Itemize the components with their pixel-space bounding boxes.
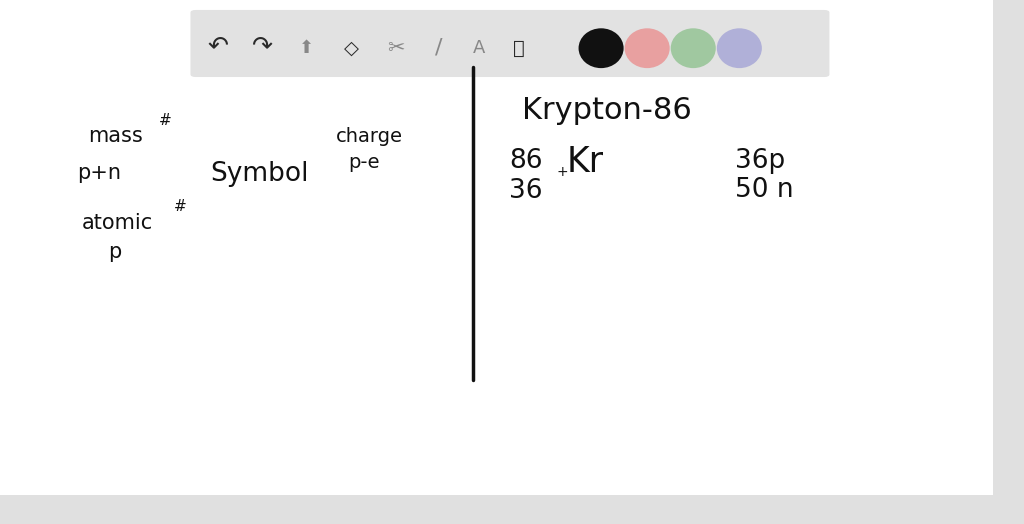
Text: 50 n: 50 n <box>735 177 794 203</box>
Text: p-e: p-e <box>348 153 380 172</box>
Text: mass: mass <box>88 126 142 146</box>
Text: Kr: Kr <box>566 146 603 179</box>
Bar <box>0 495 1024 524</box>
Text: Krypton-86: Krypton-86 <box>522 95 692 125</box>
Text: ◇: ◇ <box>344 39 358 58</box>
Text: ✂: ✂ <box>387 38 406 58</box>
Text: 36p: 36p <box>735 148 785 174</box>
Text: A: A <box>473 39 485 57</box>
Ellipse shape <box>717 28 762 68</box>
Text: ↶: ↶ <box>208 34 228 58</box>
Text: #: # <box>159 113 171 128</box>
FancyBboxPatch shape <box>190 10 829 77</box>
Text: charge: charge <box>336 127 402 146</box>
Text: 86: 86 <box>509 148 543 174</box>
Text: Symbol: Symbol <box>210 161 308 187</box>
Text: ⬆: ⬆ <box>299 39 313 57</box>
Text: atomic: atomic <box>82 213 154 233</box>
Text: p+n: p+n <box>77 163 121 183</box>
Text: +: + <box>556 165 567 179</box>
Bar <box>993 0 1024 524</box>
Text: ⎙: ⎙ <box>513 39 525 58</box>
Text: 36: 36 <box>509 178 543 204</box>
Text: ↷: ↷ <box>252 34 272 58</box>
Text: p: p <box>109 242 122 261</box>
Ellipse shape <box>625 28 670 68</box>
Ellipse shape <box>579 28 624 68</box>
Text: #: # <box>174 200 186 214</box>
Text: /: / <box>434 37 442 57</box>
Ellipse shape <box>671 28 716 68</box>
